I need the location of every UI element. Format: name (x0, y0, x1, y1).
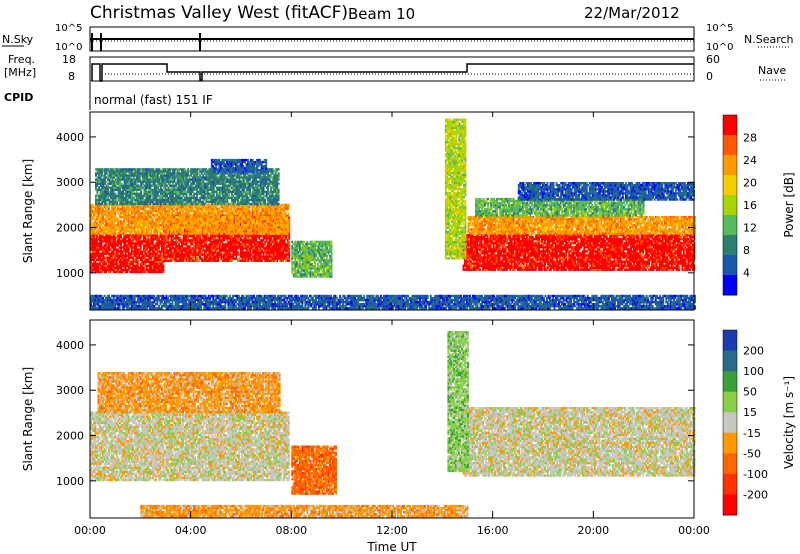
power-heatmap (90, 119, 696, 310)
nave-label: Nave (758, 64, 786, 77)
freq-tick-low: 8 (68, 70, 75, 83)
heatmap-cell (217, 260, 219, 262)
heatmap-cell (208, 230, 210, 232)
heatmap-cell (101, 242, 103, 244)
radar-summary-plot: Christmas Valley West (fitACF) Beam 10 2… (0, 0, 800, 554)
date-label: 22/Mar/2012 (584, 4, 680, 22)
heatmap-cell (288, 230, 290, 232)
heatmap-cell (163, 269, 165, 271)
heatmap-cell (166, 226, 168, 228)
heatmap-cell (237, 251, 239, 253)
noise-tick-high-right: 10^5 (706, 23, 733, 34)
heatmap-cell (273, 260, 275, 262)
heatmap-cell (167, 230, 169, 232)
heatmap-cell (128, 248, 130, 250)
heatmap-cell (288, 260, 290, 262)
heatmap-region (90, 204, 290, 235)
heatmap-cell (288, 226, 290, 228)
frequency-trace (92, 64, 694, 81)
heatmap-region (95, 168, 280, 205)
heatmap-cell (282, 260, 284, 262)
heatmap-cell (288, 249, 290, 251)
heatmap-cell (137, 259, 139, 261)
heatmap-cell (288, 241, 290, 243)
heatmap-cell (288, 212, 290, 214)
freq-label: Freq. (8, 53, 35, 66)
heatmap-cell (115, 193, 117, 195)
noise-tick-high: 10^5 (55, 23, 82, 34)
heatmap-cell (168, 237, 170, 239)
heatmap-cell (120, 242, 122, 244)
heatmap-cell (198, 260, 200, 262)
nave-tick-low: 0 (706, 70, 713, 83)
heatmap-cell (288, 204, 290, 206)
noise-tick-low: 10^0 (55, 42, 82, 53)
heatmap-cell (255, 237, 257, 239)
nave-tick-high: 60 (706, 53, 720, 66)
heatmap-cell (288, 220, 290, 222)
heatmap-cell (288, 237, 290, 239)
freq-unit-label: [MHz] (4, 66, 36, 79)
frequency-panel: Freq. [MHz] 18 8 60 0 Nave (4, 53, 786, 83)
heatmap-cell (163, 265, 165, 267)
heatmap-cell (285, 212, 287, 214)
heatmap-cell (171, 260, 173, 262)
nsky-label: N.Sky (2, 33, 34, 46)
heatmap-cell (288, 253, 290, 255)
cpid-panel: CPID normal (fast) 151 IF (4, 82, 213, 110)
heatmap-cell (288, 243, 290, 245)
heatmap-cell (243, 220, 245, 222)
cpid-label: CPID (4, 91, 33, 104)
noise-tick-low-right: 10^0 (706, 42, 733, 53)
freq-tick-high: 18 (62, 53, 76, 66)
heatmap-cell (183, 260, 185, 262)
heatmap-cell (140, 189, 142, 191)
heatmap-cell (261, 260, 263, 262)
cpid-value: normal (fast) 151 IF (94, 93, 213, 107)
heatmap-cell (137, 263, 139, 265)
heatmap-cell (150, 230, 152, 232)
heatmap-cell (248, 260, 250, 262)
noise-panel: N.Sky 10^5 10^0 10^5 10^0 N.Search (2, 23, 794, 53)
beam-label: Beam 10 (348, 5, 415, 23)
heatmap-cell (231, 260, 233, 262)
heatmap-cell (288, 218, 290, 220)
plot-title: Christmas Valley West (fitACF) (90, 3, 348, 23)
heatmap-cell (276, 260, 278, 262)
nsearch-label: N.Search (744, 33, 794, 46)
heatmap-cell (249, 249, 251, 251)
heatmap-region (90, 234, 164, 273)
